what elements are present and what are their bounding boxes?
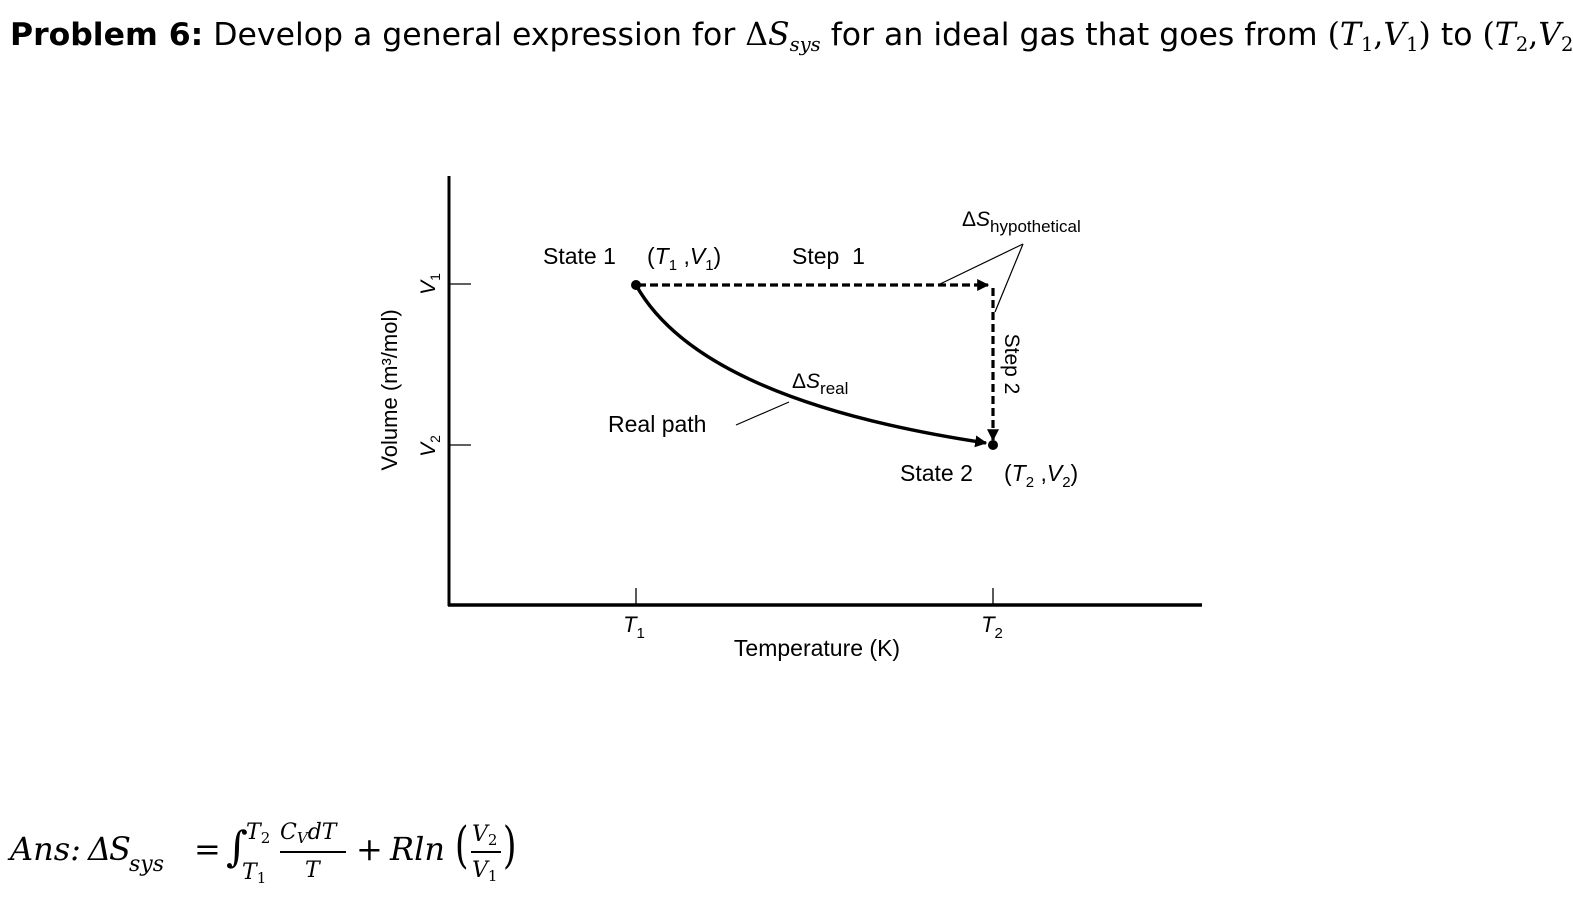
y-axis-label: Volume (m³/mol) <box>377 309 402 470</box>
state1-point <box>631 280 641 290</box>
ds-hyp-pointer-2 <box>994 243 1024 313</box>
answer-expression: Ans: Δ S sys = ∫ T2 T1 CVdT T + Rln ( V2… <box>10 816 570 888</box>
ans-denominator: T <box>305 858 320 883</box>
state1-comma: , <box>1373 17 1384 53</box>
y-tick-label-v1: V1 <box>417 273 443 295</box>
ans-label: Ans: <box>10 830 81 868</box>
ans-rln: Rln <box>390 830 445 868</box>
tv-diagram: V1 V2 Volume (m³/mol) T1 T2 Temperature … <box>377 176 1202 661</box>
problem-text-mid: for an ideal gas that goes from <box>820 17 1328 53</box>
y-tick-label-v2: V2 <box>417 435 443 457</box>
ans-upper-limit: T2 <box>246 820 271 847</box>
ans-paren-open: ( <box>454 816 469 874</box>
ds-hyp-pointer-1 <box>937 243 1024 286</box>
ans-lower-limit: T1 <box>242 860 267 887</box>
ans-fraction-bar-1 <box>280 851 346 853</box>
ans-sys-sub: sys <box>129 852 165 877</box>
ans-frac2-den: V1 <box>472 858 498 885</box>
state1-T-sub: 1 <box>1360 33 1374 57</box>
ans-integral: ∫ <box>226 822 248 871</box>
problem-statement: Problem 6: Develop a general expression … <box>10 14 1573 57</box>
ans-equals: = <box>194 830 221 868</box>
step2-label: Step 2 <box>1000 334 1023 395</box>
ans-paren-close: ) <box>502 816 517 874</box>
state1-close: ) <box>1418 17 1431 53</box>
real-path-label: Real path <box>608 411 706 437</box>
real-path-curve <box>634 284 988 448</box>
state1-open: ( <box>1327 17 1340 53</box>
problem-text-before: Develop a general expression for <box>213 17 746 53</box>
delta-symbol: Δ <box>745 17 769 53</box>
state2-point <box>988 440 998 450</box>
state2-coords: (T2 ,V2) <box>1004 460 1078 491</box>
state2-V: V <box>1538 17 1561 53</box>
state2-label: State 2 <box>900 460 973 486</box>
problem-to: to <box>1430 17 1483 53</box>
ans-fraction-bar-2 <box>471 851 501 853</box>
x-tick-label-t1: T1 <box>623 612 645 642</box>
real-path-pointer <box>735 401 790 426</box>
state1-V-sub: 1 <box>1406 33 1419 57</box>
state1-label: State 1 <box>543 243 616 269</box>
state2-open: ( <box>1482 17 1495 53</box>
ans-S: S <box>109 830 131 868</box>
x-tick-label-t2: T2 <box>981 612 1003 642</box>
state2-T-sub: 2 <box>1515 33 1529 57</box>
sys-subscript: sys <box>789 33 821 57</box>
ans-numerator: CVdT <box>280 820 337 847</box>
state1-V: V <box>1383 17 1407 53</box>
step1-label: Step 1 <box>792 243 865 269</box>
x-axis-label: Temperature (K) <box>734 635 900 661</box>
state2-V-sub: 2 <box>1561 33 1573 57</box>
ans-frac2-num: V2 <box>472 822 498 849</box>
ds-real-label: ΔSreal <box>792 370 848 398</box>
state1-T: T <box>1339 17 1361 53</box>
state2-comma: , <box>1528 17 1539 53</box>
ds-hypothetical-label: ΔShypothetical <box>962 208 1081 236</box>
problem-label: Problem 6: <box>10 17 204 53</box>
ans-plus: + <box>356 830 383 868</box>
state2-T: T <box>1494 17 1516 53</box>
state1-coords: (T1 ,V1) <box>647 243 721 274</box>
ans-delta: Δ <box>88 830 112 868</box>
entropy-symbol: S <box>768 17 790 53</box>
